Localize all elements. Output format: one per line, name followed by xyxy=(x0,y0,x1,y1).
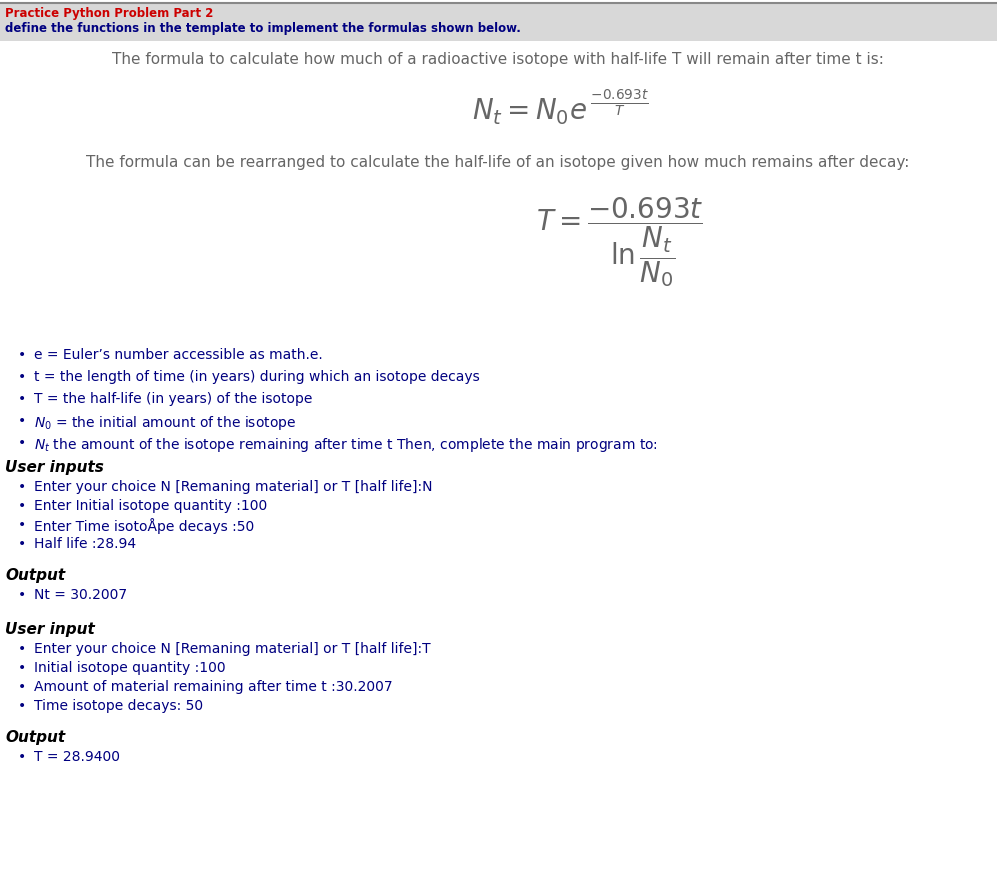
Text: T = the half-life (in years) of the isotope: T = the half-life (in years) of the isot… xyxy=(34,392,312,406)
Text: Enter your choice N [Remaning material] or T [half life]:N: Enter your choice N [Remaning material] … xyxy=(34,480,433,494)
Text: $N_t$ the amount of the isotope remaining after time t Then, complete the main p: $N_t$ the amount of the isotope remainin… xyxy=(34,436,658,454)
Text: User inputs: User inputs xyxy=(5,460,104,475)
Text: The formula can be rearranged to calculate the half-life of an isotope given how: The formula can be rearranged to calcula… xyxy=(87,155,909,170)
Text: Enter Initial isotope quantity :100: Enter Initial isotope quantity :100 xyxy=(34,499,267,513)
Text: •: • xyxy=(18,680,26,694)
Text: •: • xyxy=(18,750,26,764)
Text: Enter your choice N [Remaning material] or T [half life]:T: Enter your choice N [Remaning material] … xyxy=(34,642,431,656)
Text: •: • xyxy=(18,537,26,551)
Text: $N_0$ = the initial amount of the isotope: $N_0$ = the initial amount of the isotop… xyxy=(34,414,296,432)
Text: The formula to calculate how much of a radioactive isotope with half-life T will: The formula to calculate how much of a r… xyxy=(112,52,884,67)
Text: Initial isotope quantity :100: Initial isotope quantity :100 xyxy=(34,661,225,675)
Text: •: • xyxy=(18,348,26,362)
Text: •: • xyxy=(18,436,26,450)
Text: $T = \dfrac{-0.693t}{\ln\dfrac{N_t}{N_0}}$: $T = \dfrac{-0.693t}{\ln\dfrac{N_t}{N_0}… xyxy=(536,195,704,289)
Text: define the functions in the template to implement the formulas shown below.: define the functions in the template to … xyxy=(5,22,520,35)
Text: User input: User input xyxy=(5,622,95,637)
Text: Output: Output xyxy=(5,730,65,745)
Text: •: • xyxy=(18,370,26,384)
Text: Output: Output xyxy=(5,568,65,583)
Text: Enter Time isotoÅpe decays :50: Enter Time isotoÅpe decays :50 xyxy=(34,518,254,534)
Text: •: • xyxy=(18,414,26,428)
Text: •: • xyxy=(18,699,26,713)
Text: e = Euler’s number accessible as math.e.: e = Euler’s number accessible as math.e. xyxy=(34,348,323,362)
Text: t = the length of time (in years) during which an isotope decays: t = the length of time (in years) during… xyxy=(34,370,480,384)
Text: •: • xyxy=(18,392,26,406)
Text: Half life :28.94: Half life :28.94 xyxy=(34,537,137,551)
Text: •: • xyxy=(18,661,26,675)
Text: •: • xyxy=(18,588,26,602)
Text: •: • xyxy=(18,480,26,494)
Text: Amount of material remaining after time t :30.2007: Amount of material remaining after time … xyxy=(34,680,393,694)
Bar xyxy=(0,3,997,41)
Text: Time isotope decays: 50: Time isotope decays: 50 xyxy=(34,699,203,713)
Text: $N_t = N_0 e^{\,\frac{-0.693t}{T}}$: $N_t = N_0 e^{\,\frac{-0.693t}{T}}$ xyxy=(472,88,648,127)
Text: •: • xyxy=(18,518,26,532)
Text: •: • xyxy=(18,499,26,513)
Text: Nt = 30.2007: Nt = 30.2007 xyxy=(34,588,128,602)
Text: •: • xyxy=(18,642,26,656)
Text: Practice Python Problem Part 2: Practice Python Problem Part 2 xyxy=(5,7,213,20)
Text: T = 28.9400: T = 28.9400 xyxy=(34,750,120,764)
